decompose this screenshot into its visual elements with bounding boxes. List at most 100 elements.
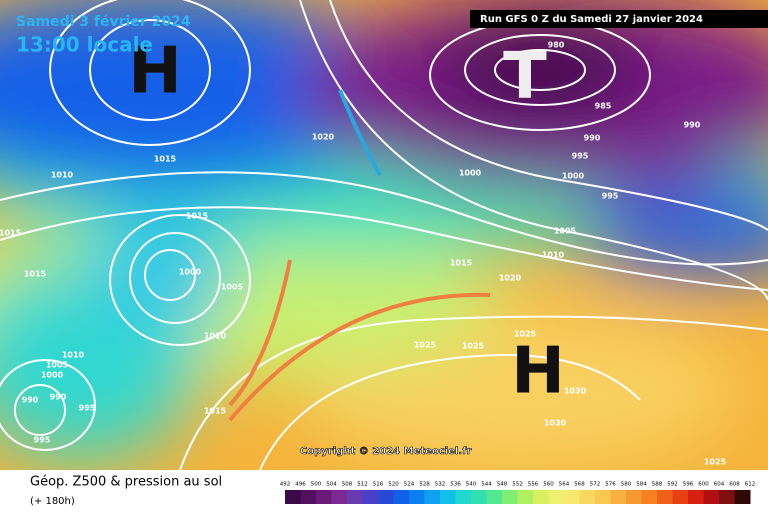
- isobar-label: 1000: [562, 172, 585, 181]
- legend-tick-label: 608: [729, 482, 740, 488]
- isobar-label: 1005: [221, 283, 244, 292]
- legend-swatch: [378, 490, 394, 504]
- isobar-label: 1020: [312, 133, 335, 142]
- legend-swatch: [502, 490, 518, 504]
- legend-tick-label: 536: [450, 482, 461, 488]
- high-center: H: [511, 335, 565, 409]
- forecast-date: Samedi 3 février 2024: [16, 14, 191, 30]
- legend-tick-label: 548: [497, 482, 508, 488]
- legend-swatch: [316, 490, 332, 504]
- legend-tick-label: 532: [435, 482, 446, 488]
- legend-tick-label: 552: [512, 482, 523, 488]
- isobar-label: 990: [22, 396, 39, 405]
- legend-tick-label: 524: [404, 482, 415, 488]
- legend-tick-label: 600: [698, 482, 709, 488]
- legend-tick-label: 572: [590, 482, 601, 488]
- legend-swatch: [734, 490, 751, 504]
- isobar-label: 1015: [450, 259, 473, 268]
- legend-swatch: [595, 490, 611, 504]
- isobar-label: 1015: [0, 229, 22, 238]
- legend-swatch: [688, 490, 704, 504]
- legend-swatch: [564, 490, 580, 504]
- legend-tick-label: 604: [714, 482, 725, 488]
- isobar-label: 995: [602, 192, 619, 201]
- isobar-label: 995: [79, 404, 96, 413]
- isobar-label: 1025: [414, 341, 437, 350]
- isobar-label: 1010: [51, 171, 74, 180]
- isobar-label: 985: [595, 102, 612, 111]
- legend-tick-label: 500: [311, 482, 322, 488]
- isobar-lines: [0, 0, 768, 470]
- isobar-label: 1010: [204, 332, 227, 341]
- legend-swatch: [486, 490, 503, 504]
- legend-swatch: [362, 490, 379, 504]
- isobar-label: 1025: [704, 458, 727, 467]
- legend-swatch: [285, 490, 301, 504]
- legend-swatch: [517, 490, 534, 504]
- isobar-label: 1030: [544, 419, 567, 428]
- legend-swatch: [424, 490, 441, 504]
- legend-tick-label: 576: [605, 482, 616, 488]
- legend-tick-label: 512: [357, 482, 368, 488]
- legend-tick-label: 544: [481, 482, 492, 488]
- isobar-label: 1015: [204, 407, 227, 416]
- legend-swatch: [610, 490, 627, 504]
- legend-swatch: [703, 490, 720, 504]
- legend-tick-label: 588: [652, 482, 663, 488]
- forecast-time: 13:00 locale: [16, 33, 153, 57]
- legend-swatch: [626, 490, 642, 504]
- legend-swatch: [471, 490, 487, 504]
- legend-swatch: [579, 490, 596, 504]
- isobar-label: 1015: [186, 212, 209, 221]
- legend-tick-label: 508: [342, 482, 353, 488]
- legend-tick-label: 496: [295, 482, 306, 488]
- legend-tick-label: 520: [388, 482, 399, 488]
- isobar-label: 990: [584, 134, 601, 143]
- low-center: T: [503, 40, 547, 114]
- legend-tick-label: 516: [373, 482, 384, 488]
- legend-swatch: [393, 490, 410, 504]
- isobar-label: 995: [572, 152, 589, 161]
- legend-tick-label: 564: [559, 482, 570, 488]
- legend-tick-label: 580: [621, 482, 632, 488]
- legend-swatch: [719, 490, 735, 504]
- legend-tick-label: 584: [636, 482, 647, 488]
- isobar-label: 1015: [154, 155, 177, 164]
- legend-swatch: [331, 490, 348, 504]
- map: H H T 1020 1015 1010 1015 1000 1005 1010…: [0, 0, 768, 470]
- isobar-label: 990: [684, 121, 701, 130]
- legend-swatch: [347, 490, 363, 504]
- legend-tick-label: 592: [667, 482, 678, 488]
- isobar-label: 1025: [462, 342, 485, 351]
- isobar-label: 1005: [554, 227, 577, 236]
- isobar-label: 995: [34, 436, 51, 445]
- isobar-label: 1030: [564, 387, 587, 396]
- legend-tick-label: 568: [574, 482, 585, 488]
- isobar-label: 1020: [499, 274, 522, 283]
- legend-swatch: [657, 490, 673, 504]
- legend-tick-label: 492: [280, 482, 291, 488]
- isobar-label: 1015: [24, 270, 47, 279]
- legend-swatch: [672, 490, 689, 504]
- legend-swatch: [440, 490, 456, 504]
- isobar-label: 1010: [542, 251, 565, 260]
- legend-swatch: [548, 490, 565, 504]
- legend-tick-label: 556: [528, 482, 539, 488]
- legend-swatch: [409, 490, 425, 504]
- legend-swatch: [641, 490, 658, 504]
- run-info: Run GFS 0 Z du Samedi 27 janvier 2024: [480, 14, 703, 25]
- legend-tick-label: 528: [419, 482, 430, 488]
- isobar-label: 1000: [41, 371, 64, 380]
- isobar-label: 1000: [459, 169, 482, 178]
- legend-swatch: [455, 490, 472, 504]
- legend-swatch: [300, 490, 317, 504]
- isobar-label: 1025: [514, 330, 537, 339]
- legend-tick-label: 612: [745, 482, 756, 488]
- copyright: Copyright © 2024 Meteociel.fr: [300, 446, 471, 457]
- legend-tick-label: 596: [683, 482, 694, 488]
- isobar-label: 1005: [46, 361, 69, 370]
- footer-title: Géop. Z500 & pression au sol: [30, 475, 222, 490]
- isobar-labels: 1020 1015 1010 1015 1000 1005 1010 1015 …: [0, 41, 727, 467]
- high-center: H: [128, 35, 182, 109]
